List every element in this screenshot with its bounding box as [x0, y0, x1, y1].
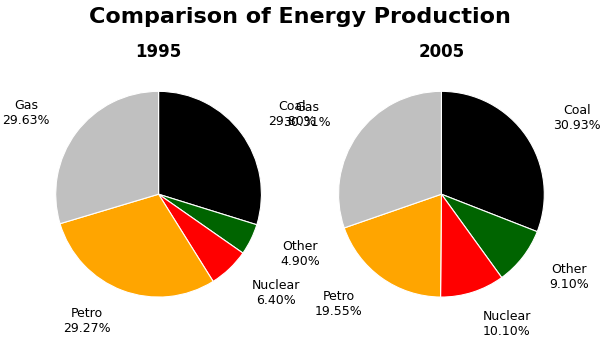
Wedge shape: [338, 91, 442, 228]
Text: Other
4.90%: Other 4.90%: [280, 240, 320, 268]
Text: Coal
29.80%: Coal 29.80%: [268, 100, 316, 128]
Text: Nuclear
6.40%: Nuclear 6.40%: [252, 278, 301, 307]
Text: Gas
29.63%: Gas 29.63%: [2, 99, 50, 127]
Wedge shape: [158, 194, 243, 281]
Wedge shape: [344, 194, 442, 297]
Text: Other
9.10%: Other 9.10%: [549, 263, 589, 291]
Wedge shape: [158, 194, 257, 253]
Title: 2005: 2005: [418, 43, 464, 61]
Text: Comparison of Energy Production: Comparison of Energy Production: [89, 7, 511, 27]
Wedge shape: [442, 91, 544, 232]
Text: Petro
19.55%: Petro 19.55%: [314, 290, 362, 318]
Wedge shape: [56, 91, 158, 224]
Title: 1995: 1995: [136, 43, 182, 61]
Text: Petro
29.27%: Petro 29.27%: [63, 307, 110, 335]
Text: Gas
30.31%: Gas 30.31%: [283, 102, 331, 130]
Wedge shape: [158, 91, 262, 225]
Wedge shape: [60, 194, 213, 297]
Text: Coal
30.93%: Coal 30.93%: [554, 104, 600, 132]
Wedge shape: [442, 194, 537, 278]
Text: Nuclear
10.10%: Nuclear 10.10%: [482, 310, 531, 338]
Wedge shape: [440, 194, 502, 297]
